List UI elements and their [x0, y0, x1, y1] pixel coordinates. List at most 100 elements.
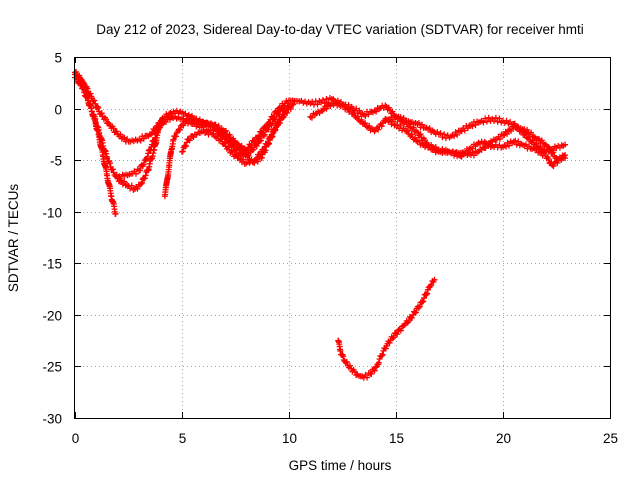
data-point — [281, 102, 288, 109]
data-point-interp — [358, 116, 365, 123]
data-point-interp — [382, 345, 389, 352]
data-point — [562, 151, 569, 158]
data-point-interp — [250, 146, 257, 153]
data-point-interp — [405, 318, 412, 325]
data-point-interp — [515, 138, 522, 145]
data-point-interp — [222, 132, 229, 139]
data-point-interp — [253, 143, 260, 150]
data-point — [431, 276, 438, 283]
data-point-interp — [389, 118, 396, 125]
data-point-interp — [179, 148, 186, 155]
data-point-interp — [428, 281, 435, 288]
data-point-interp — [378, 123, 385, 130]
data-point-interp — [408, 131, 415, 138]
data-point-interp — [94, 103, 101, 110]
data-point-interp — [364, 374, 371, 381]
data-point-interp — [483, 118, 490, 125]
data-point-interp — [346, 362, 353, 369]
data-point-interp — [247, 142, 254, 149]
data-point — [414, 129, 421, 136]
data-point-interp — [106, 160, 113, 167]
data-point-interp — [92, 100, 99, 107]
data-point-interp — [496, 135, 503, 142]
data-point — [562, 141, 569, 148]
data-point-interp — [378, 352, 385, 359]
data-layer — [72, 68, 569, 381]
data-point-interp — [470, 152, 477, 159]
data-point-interp — [394, 331, 401, 338]
data-point-interp — [550, 163, 557, 170]
series-trace-9 — [382, 115, 569, 170]
y-tick-label: -5 — [50, 154, 62, 169]
chart-title: Day 212 of 2023, Sidereal Day-to-day VTE… — [96, 22, 583, 37]
data-point-interp — [351, 110, 358, 117]
data-point-interp — [113, 171, 120, 178]
data-point-interp — [180, 122, 187, 129]
data-point-interp — [546, 144, 553, 151]
data-point-interp — [420, 298, 427, 305]
x-tick-label: 15 — [389, 431, 404, 446]
data-point-interp — [449, 148, 456, 155]
data-point-interp — [356, 107, 363, 114]
y-tick-label: -20 — [42, 309, 62, 324]
data-point-interp — [214, 124, 221, 131]
data-point-interp — [426, 125, 433, 132]
x-tick-label: 20 — [496, 431, 511, 446]
data-point-interp — [229, 141, 236, 148]
data-point-interp — [314, 101, 321, 108]
series-trace-10 — [335, 276, 438, 381]
data-point-interp — [545, 156, 552, 163]
data-point-interp — [417, 131, 424, 138]
data-point-interp — [264, 139, 271, 146]
data-point-interp — [269, 120, 276, 127]
data-point-interp — [340, 353, 347, 360]
data-point-interp — [394, 121, 401, 128]
data-point-interp — [482, 115, 489, 122]
data-point-interp — [363, 123, 370, 130]
data-point-interp — [308, 114, 315, 121]
data-point-interp — [214, 133, 221, 140]
data-point-interp — [164, 113, 171, 120]
data-point-interp — [230, 135, 237, 142]
data-point-interp — [257, 152, 264, 159]
data-point-interp — [389, 335, 396, 342]
data-point-interp — [379, 351, 386, 358]
x-tick-label: 0 — [72, 431, 80, 446]
data-point-interp — [513, 141, 520, 148]
data-point-interp — [234, 146, 241, 153]
data-point-interp — [461, 127, 468, 134]
data-point-interp — [137, 167, 144, 174]
data-point-interp — [157, 120, 164, 127]
data-point-interp — [121, 178, 128, 185]
data-point-interp — [234, 140, 241, 147]
data-point-interp — [279, 107, 286, 114]
data-point-interp — [261, 147, 268, 154]
data-point-interp — [139, 179, 146, 186]
data-point — [532, 141, 539, 148]
y-tick-label: -30 — [42, 412, 62, 427]
data-point — [268, 131, 275, 138]
data-point-interp — [451, 133, 458, 140]
data-point-interp — [237, 143, 244, 150]
data-point-interp — [320, 106, 327, 113]
y-tick-label: 0 — [54, 103, 62, 118]
data-point-interp — [469, 123, 476, 130]
data-point-interp — [415, 120, 422, 127]
data-point — [138, 180, 145, 187]
data-point-interp — [203, 128, 210, 135]
data-point-interp — [415, 137, 422, 144]
x-tick-label: 5 — [179, 431, 187, 446]
data-point-interp — [533, 146, 540, 153]
data-point-interp — [386, 339, 393, 346]
data-point-interp — [554, 159, 561, 166]
y-axis-label: SDTVAR / TECUs — [6, 184, 21, 293]
data-point-interp — [134, 185, 141, 192]
data-point-interp — [416, 303, 423, 310]
data-point — [457, 153, 464, 160]
data-point-interp — [260, 132, 267, 139]
data-point-interp — [504, 131, 511, 138]
data-point-interp — [373, 108, 380, 115]
data-point-interp — [103, 116, 110, 123]
data-point-interp — [558, 156, 565, 163]
